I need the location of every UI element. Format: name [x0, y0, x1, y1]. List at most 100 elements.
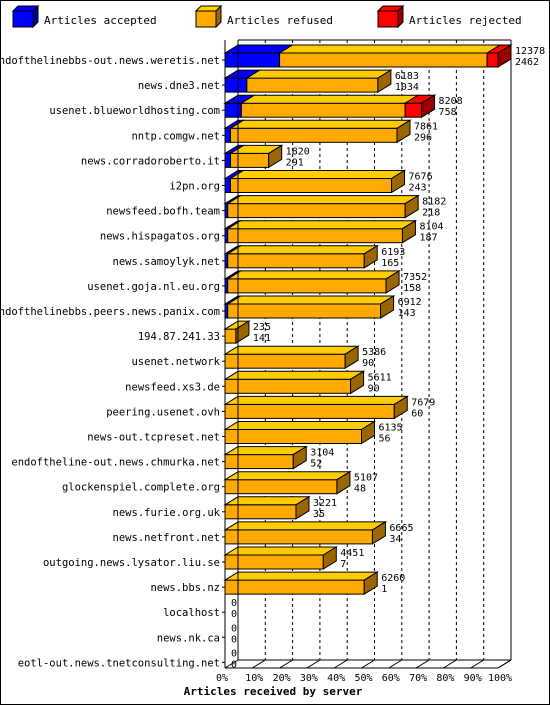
data-label-accepted: 7 [340, 559, 346, 570]
bars: 1237824626183103482087587861296182029176… [223, 44, 545, 670]
x-tick-label: 100% [488, 673, 512, 684]
category-label: news.netfront.net [113, 532, 220, 544]
bar-side [385, 270, 400, 294]
data-label-total: 0 [231, 623, 237, 634]
bar-segment [279, 52, 488, 68]
category-label: endofthelinebbs-out.news.weretis.net [0, 55, 220, 67]
x-tick-label: 80% [436, 673, 454, 684]
data-label-accepted: 90 [368, 383, 380, 394]
bar-segment-top [225, 270, 401, 280]
bar-segment-top [228, 119, 412, 129]
x-tick-label: 50% [354, 673, 372, 684]
data-label-accepted: 218 [422, 208, 440, 219]
category-label: i2pn.org [169, 181, 220, 193]
category-label: usenet.blueworldhosting.com [49, 105, 220, 117]
bar-segment [224, 77, 248, 93]
data-label-accepted: 758 [439, 107, 457, 118]
bar-segment [246, 77, 379, 93]
bar-side [371, 521, 386, 545]
data-label-total: 7861 [414, 121, 438, 132]
legend: Articles accepted Articles refused Article… [11, 4, 522, 29]
category-label: endofthelinebbs.peers.news.panix.com [0, 306, 220, 318]
data-label-total: 5386 [362, 347, 386, 358]
category-label: outgoing.news.lysator.liu.se [43, 557, 220, 569]
x-tick [333, 659, 348, 669]
category-label: news.dne3.net [138, 80, 220, 92]
data-label-accepted: 48 [354, 484, 366, 495]
bar-segment-top [223, 370, 366, 380]
bar-segment-top [228, 170, 407, 179]
x-tick [415, 659, 430, 669]
data-label-total: 6665 [389, 523, 413, 534]
data-label-total: 4451 [340, 548, 364, 559]
bar-side [393, 395, 408, 420]
data-label-accepted: 165 [381, 258, 399, 269]
category-label: glockenspiel.complete.org [62, 482, 220, 494]
data-label-accepted: 187 [419, 233, 437, 244]
data-label-accepted: 1 [381, 584, 387, 595]
x-axis-label: Articles received by server [184, 685, 363, 698]
data-label-accepted: 0 [231, 659, 237, 670]
data-label-accepted: 0 [231, 609, 237, 620]
bar-side [235, 320, 250, 344]
bar-segment-top [225, 295, 396, 305]
category-label: newsfeed.bofh.team [106, 206, 220, 218]
data-label-total: 7679 [411, 397, 435, 408]
bar-segment-top [239, 94, 420, 104]
category-label: news.furie.org.uk [113, 507, 221, 519]
category-label: news.nk.ca [157, 632, 220, 644]
bar-side [391, 169, 406, 194]
data-label-total: 6193 [381, 247, 405, 258]
category-label: news.bbs.nz [150, 582, 220, 594]
bar-segment [227, 228, 403, 244]
data-label-total: 6135 [379, 423, 403, 434]
x-tick-label: 30% [300, 673, 318, 684]
data-label-accepted: 2462 [515, 57, 539, 68]
data-label-total: 8208 [439, 96, 463, 107]
bar-segment-top [225, 245, 379, 255]
bar-side [363, 244, 378, 269]
bar-segment [240, 102, 406, 118]
bar-side [404, 194, 419, 219]
bar-segment [404, 102, 423, 118]
x-tick-label: 10% [245, 673, 263, 684]
x-tick-label: 70% [409, 673, 427, 684]
data-label-accepted: 141 [253, 333, 271, 344]
bar-segment [227, 253, 365, 269]
x-tick-label: 20% [273, 673, 291, 684]
x-tick [388, 659, 403, 669]
data-label-total: 12378 [515, 46, 545, 57]
legend-swatch [12, 10, 34, 28]
bar-segment [227, 203, 406, 219]
legend-label: Articles rejected [409, 14, 522, 27]
x-tick [224, 659, 239, 669]
bar-segment-top [245, 69, 393, 79]
category-label: peering.usenet.ovh [106, 406, 220, 418]
category-label: nntp.comgw.net [131, 130, 220, 142]
x-tick [279, 659, 293, 669]
x-axis-corner [497, 659, 512, 669]
x-tick-label: 40% [327, 673, 345, 684]
data-label-accepted: 158 [403, 283, 421, 294]
data-label-accepted: 296 [414, 132, 432, 143]
data-label-total: 235 [253, 322, 271, 333]
data-label-accepted: 1034 [395, 82, 419, 93]
bar-segment-top [223, 395, 410, 405]
data-label-total: 0 [231, 598, 237, 609]
data-label-total: 0 [231, 648, 237, 659]
x-tick [361, 659, 375, 669]
bar-side [380, 295, 395, 319]
legend-swatch [377, 10, 399, 28]
x-tick [306, 659, 321, 669]
data-label-total: 6183 [395, 71, 419, 82]
data-label-total: 6912 [398, 297, 422, 308]
bar-segment-top [225, 220, 418, 230]
bar-side [268, 144, 283, 169]
bar-segment-top [277, 44, 502, 54]
bar-segment [224, 378, 352, 394]
category-label: eotl-out.news.tnetconsulting.net [18, 657, 220, 669]
bar-segment [229, 152, 270, 168]
bar-segment [224, 127, 231, 143]
category-label: newsfeed.xs3.de [125, 381, 220, 393]
bar-segment [224, 52, 281, 68]
